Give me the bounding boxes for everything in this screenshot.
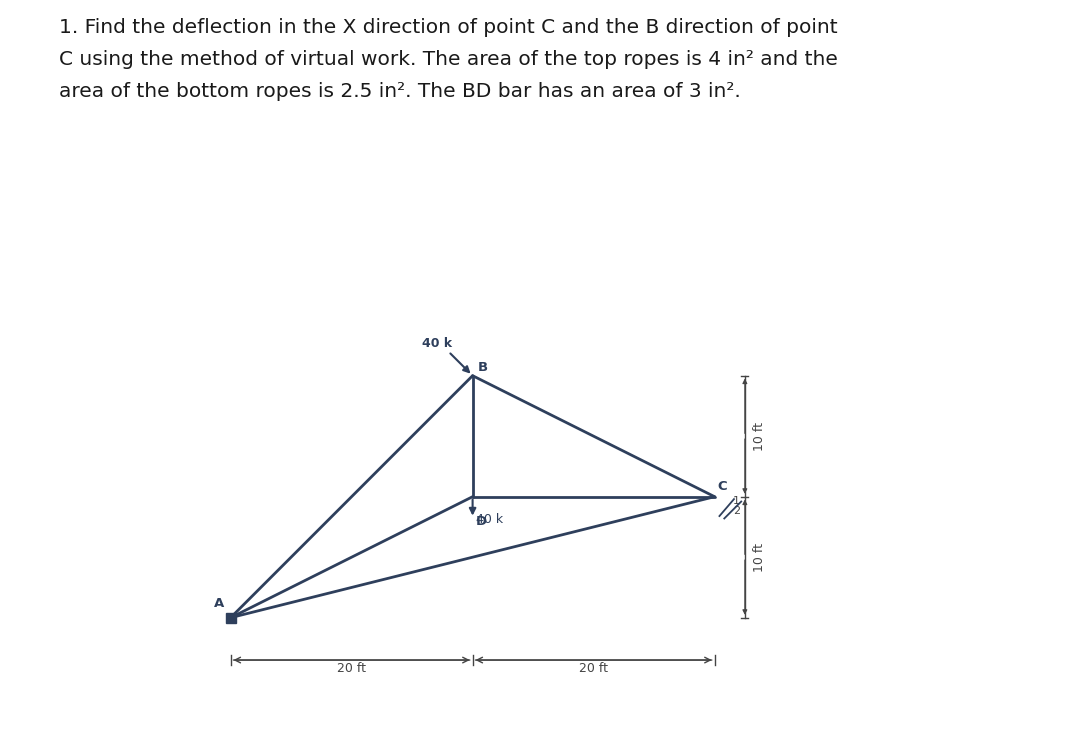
Text: 1. Find the deflection in the X direction of point C and the B direction of poin: 1. Find the deflection in the X directio… <box>59 18 838 101</box>
Text: 20 ft: 20 ft <box>337 662 366 675</box>
Text: 40 k: 40 k <box>422 336 451 350</box>
Text: 10 ft: 10 ft <box>754 542 767 572</box>
Text: A: A <box>214 597 225 611</box>
Text: D: D <box>476 515 487 528</box>
Text: 2: 2 <box>732 506 740 515</box>
Text: C: C <box>717 480 727 493</box>
Text: 10 ft: 10 ft <box>754 421 767 451</box>
Text: 40 k: 40 k <box>476 513 503 526</box>
Text: 1: 1 <box>732 496 740 506</box>
Text: B: B <box>477 361 487 375</box>
Text: 20 ft: 20 ft <box>579 662 608 675</box>
